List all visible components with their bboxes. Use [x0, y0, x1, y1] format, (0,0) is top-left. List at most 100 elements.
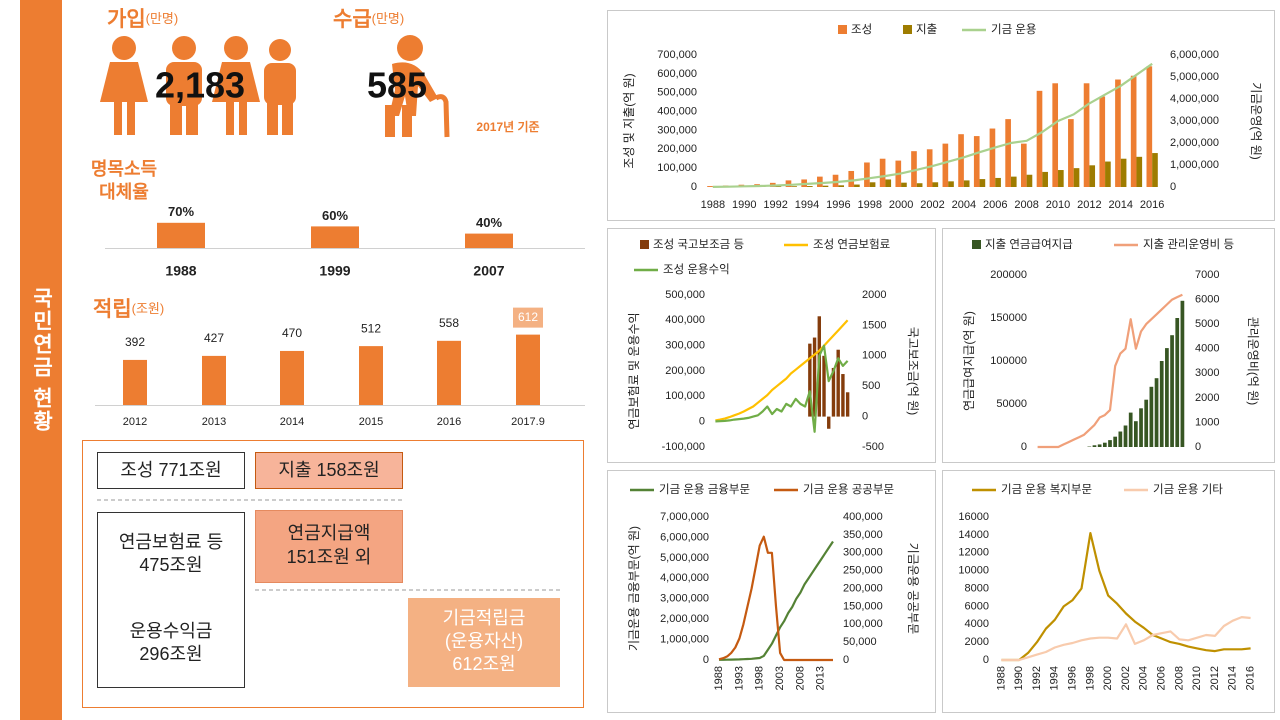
x-tick-label: 1992	[763, 199, 787, 211]
bar	[1165, 348, 1169, 447]
panel	[942, 470, 1275, 713]
legend-swatch	[903, 25, 912, 34]
x-tick-label: 1988	[713, 666, 725, 690]
legend-label: 기금 운용 공공부문	[803, 483, 894, 496]
y2-tick-label: 0	[1195, 441, 1201, 453]
legend-label: 조성	[851, 23, 872, 36]
y-tick-label: 6000	[965, 600, 989, 612]
line	[1037, 293, 1183, 449]
legend-swatch	[640, 240, 649, 249]
contributions: 연금보험료 등	[119, 532, 223, 552]
flow-box	[82, 440, 584, 708]
bar	[1052, 83, 1059, 187]
bar	[838, 185, 845, 187]
legend-label: 조성 연금보험료	[813, 238, 890, 251]
x-tick-label: 1998	[754, 666, 766, 690]
bar	[1113, 436, 1118, 447]
reserve: 612조원	[452, 654, 515, 674]
bar	[979, 179, 986, 187]
unit: (만명)	[146, 11, 179, 26]
value-label: 60%	[322, 208, 348, 223]
bar	[359, 346, 383, 405]
y2-axis-title: 기금운용 공공부문	[906, 543, 920, 635]
value-label: 612	[518, 310, 538, 324]
x-tick-label: 2003	[774, 666, 786, 690]
y2-tick-label: -500	[862, 441, 884, 453]
bar	[932, 182, 939, 187]
legend-label: 기금 운용	[991, 23, 1037, 36]
x-tick-label: 2006	[1155, 666, 1167, 690]
panel	[607, 470, 936, 713]
line	[715, 319, 849, 422]
y2-tick-label: 7000	[1195, 269, 1219, 281]
bar	[926, 149, 933, 187]
x-tick-label: 2013	[815, 666, 827, 690]
y2-tick-label: 250,000	[843, 565, 883, 577]
y-tick-label: 8000	[965, 582, 989, 594]
x-tick-label: 1993	[733, 666, 745, 690]
y-tick-label: 16000	[958, 511, 989, 523]
bar	[785, 180, 792, 187]
reserve: 기금적립금	[443, 608, 526, 628]
y-tick-label: 200000	[990, 269, 1027, 281]
reserve: (운용자산)	[445, 631, 523, 651]
legend-label: 조성 운용수익	[663, 263, 730, 276]
y2-tick-label: 6,000,000	[1170, 49, 1219, 61]
y2-tick-label: 6000	[1195, 293, 1219, 305]
y-axis-title: 연금보험료 및 운용수익	[627, 312, 641, 429]
bar	[806, 186, 813, 187]
y2-tick-label: 300,000	[843, 547, 883, 559]
y2-tick-label: 50,000	[843, 636, 877, 648]
y2-tick-label: 0	[1170, 181, 1176, 193]
payments-box	[255, 510, 403, 583]
x-tick-label: 2017.9	[511, 416, 545, 428]
y2-tick-label: 150,000	[843, 600, 883, 612]
sidebar: 국민연금 현황	[20, 0, 62, 720]
x-tick-label: 1996	[826, 199, 850, 211]
y-tick-label: 400,000	[657, 105, 697, 117]
bar	[1159, 361, 1164, 447]
bar	[1118, 431, 1123, 447]
y2-tick-label: 1000	[1195, 416, 1219, 428]
bar	[1026, 174, 1033, 187]
y2-tick-label: 2000	[1195, 392, 1219, 404]
y2-axis-title: 국고보조금(억 원)	[906, 327, 920, 416]
y-axis-title: 기금운용 금융부문(억 원)	[627, 526, 641, 651]
bar	[1058, 170, 1064, 187]
bar	[822, 185, 829, 187]
line	[1001, 532, 1251, 662]
bar	[1146, 66, 1153, 187]
title: 적립	[93, 298, 132, 321]
bar	[911, 151, 917, 187]
bar	[836, 349, 840, 417]
label: 가입	[107, 8, 146, 31]
legend-label: 지출 관리운영비 등	[1143, 238, 1234, 251]
bar	[791, 186, 797, 187]
x-tick-label: 2010	[1046, 199, 1070, 211]
x-tick-label: 2014	[1109, 199, 1133, 211]
y2-tick-label: 5000	[1195, 318, 1219, 330]
chart-title: 명목소득	[91, 159, 157, 179]
bar	[817, 176, 823, 187]
bar	[1020, 143, 1027, 187]
y-tick-label: 10000	[958, 565, 989, 577]
y-tick-label: 100,000	[665, 390, 705, 402]
y2-tick-label: 1000	[862, 350, 886, 362]
y2-tick-label: 0	[843, 654, 849, 666]
bar	[465, 233, 513, 248]
bar	[516, 334, 540, 405]
x-tick-label: 2007	[473, 263, 504, 279]
x-tick-label: 1988	[701, 199, 725, 211]
x-tick-label: 2014	[1227, 666, 1239, 690]
bar	[1128, 412, 1133, 447]
x-tick-label: 1990	[1013, 666, 1025, 690]
returns: 296조원	[139, 644, 202, 664]
inflow: 조성 771조원	[120, 460, 221, 480]
x-tick-label: 1994	[1049, 666, 1061, 690]
bar	[1120, 158, 1127, 187]
line	[1001, 616, 1251, 662]
bar	[1099, 96, 1106, 187]
bar	[1149, 386, 1154, 447]
bar	[831, 367, 836, 417]
x-tick-label: 1992	[1031, 666, 1043, 690]
